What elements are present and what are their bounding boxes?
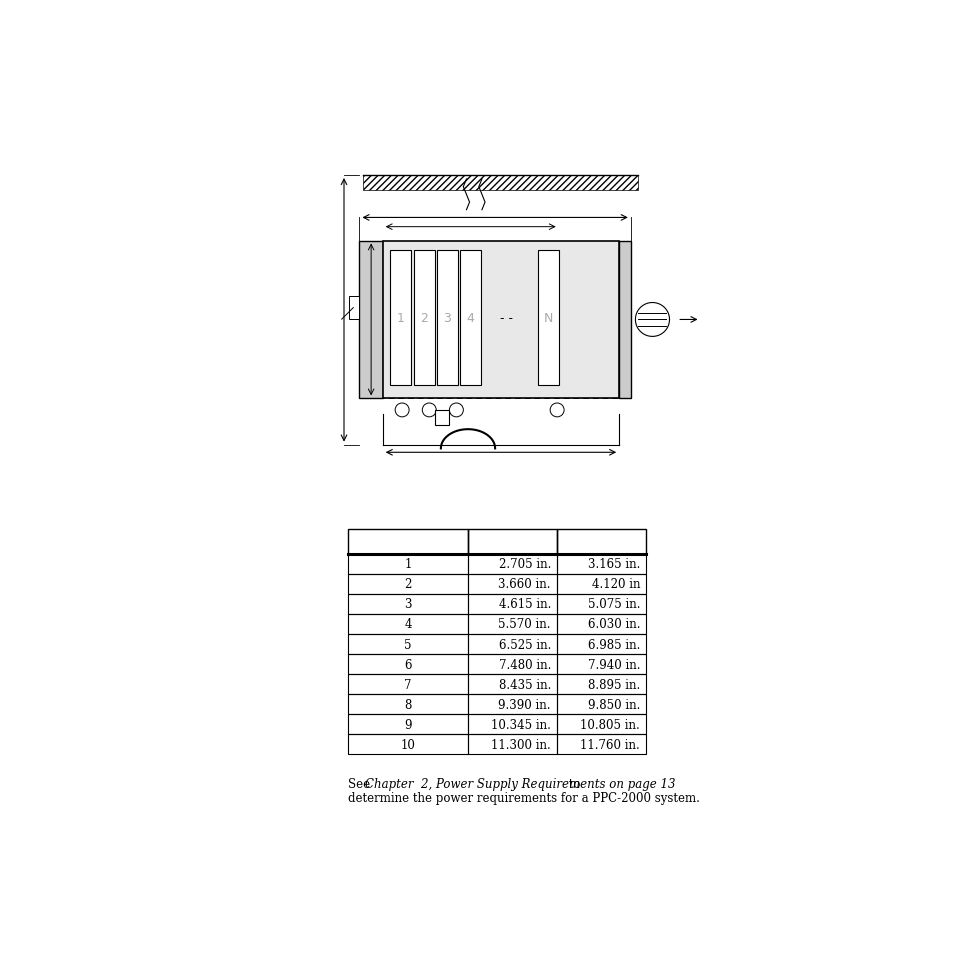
Text: 2: 2	[404, 578, 411, 591]
Text: 5.075 in.: 5.075 in.	[587, 598, 639, 611]
Bar	[468, 635, 557, 655]
Bar	[348, 555, 468, 575]
Bar	[557, 715, 645, 735]
Bar	[348, 635, 468, 655]
Text: See: See	[348, 778, 374, 790]
Bar	[349, 296, 358, 320]
Circle shape	[449, 403, 463, 417]
Text: - -: - -	[499, 312, 513, 324]
Text: N: N	[543, 312, 553, 324]
Text: 1: 1	[396, 312, 404, 324]
Bar	[618, 241, 630, 399]
Bar	[382, 241, 618, 399]
Circle shape	[550, 403, 563, 417]
Bar	[468, 655, 557, 675]
Text: 2: 2	[420, 312, 428, 324]
Bar	[459, 251, 480, 385]
Text: 1: 1	[404, 558, 411, 571]
Bar	[557, 575, 645, 595]
Bar	[359, 241, 382, 399]
Text: determine the power requirements for a PPC-2000 system.: determine the power requirements for a P…	[348, 791, 699, 804]
Bar	[557, 675, 645, 695]
Bar	[557, 655, 645, 675]
Text: 6: 6	[404, 658, 412, 671]
Bar	[390, 251, 411, 385]
Text: 10.805 in.: 10.805 in.	[579, 718, 639, 731]
Text: 11.300 in.: 11.300 in.	[491, 738, 550, 751]
Bar	[435, 411, 448, 426]
Text: 9.390 in.: 9.390 in.	[497, 698, 550, 711]
Bar	[557, 555, 645, 575]
Bar	[468, 715, 557, 735]
Text: 9: 9	[404, 718, 412, 731]
Text: 3: 3	[443, 312, 451, 324]
Bar	[348, 530, 468, 555]
Bar	[537, 251, 558, 385]
Bar	[468, 555, 557, 575]
Text: 4.120 in: 4.120 in	[591, 578, 639, 591]
Bar	[468, 695, 557, 715]
Bar	[468, 575, 557, 595]
Text: 2.705 in.: 2.705 in.	[498, 558, 550, 571]
Bar	[348, 655, 468, 675]
Text: 8: 8	[404, 698, 411, 711]
Text: 3.660 in.: 3.660 in.	[497, 578, 550, 591]
Bar	[557, 595, 645, 615]
Circle shape	[422, 403, 436, 417]
Bar	[557, 695, 645, 715]
Bar	[468, 615, 557, 635]
Text: 6.030 in.: 6.030 in.	[587, 618, 639, 631]
Bar	[348, 695, 468, 715]
Text: Chapter  2, Power Supply Requirements on page 13: Chapter 2, Power Supply Requirements on …	[365, 778, 675, 790]
Text: 4: 4	[404, 618, 412, 631]
Text: 11.760 in.: 11.760 in.	[579, 738, 639, 751]
Text: 7.480 in.: 7.480 in.	[498, 658, 550, 671]
Text: 7.940 in.: 7.940 in.	[587, 658, 639, 671]
Bar	[348, 595, 468, 615]
Bar	[557, 735, 645, 755]
Bar	[348, 675, 468, 695]
Bar	[348, 615, 468, 635]
Text: 6.985 in.: 6.985 in.	[587, 638, 639, 651]
Text: 4.615 in.: 4.615 in.	[498, 598, 550, 611]
Bar	[468, 675, 557, 695]
Text: 5: 5	[404, 638, 412, 651]
Bar	[348, 575, 468, 595]
Bar	[557, 615, 645, 635]
Bar	[468, 595, 557, 615]
Text: to: to	[564, 778, 579, 790]
Text: 7: 7	[404, 678, 412, 691]
Text: 5.570 in.: 5.570 in.	[497, 618, 550, 631]
Bar	[557, 635, 645, 655]
Bar	[348, 715, 468, 735]
Text: 6.525 in.: 6.525 in.	[498, 638, 550, 651]
Bar	[414, 251, 435, 385]
Text: 8.435 in.: 8.435 in.	[498, 678, 550, 691]
Text: 4: 4	[466, 312, 475, 324]
Text: 10: 10	[400, 738, 415, 751]
Text: 10.345 in.: 10.345 in.	[491, 718, 550, 731]
Bar	[348, 735, 468, 755]
Text: 9.850 in.: 9.850 in.	[587, 698, 639, 711]
Bar	[436, 251, 457, 385]
Text: 3.165 in.: 3.165 in.	[587, 558, 639, 571]
Bar	[557, 530, 645, 555]
Text: 8.895 in.: 8.895 in.	[587, 678, 639, 691]
Bar	[468, 530, 557, 555]
Bar	[468, 735, 557, 755]
Text: 3: 3	[404, 598, 412, 611]
Circle shape	[395, 403, 409, 417]
